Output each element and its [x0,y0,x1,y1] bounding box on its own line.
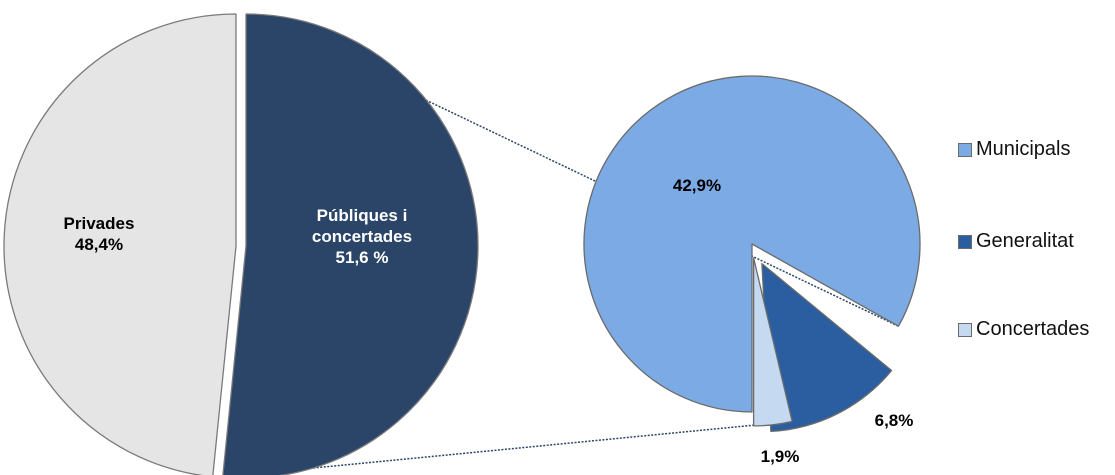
data-label-municipals: 42,9% [673,176,721,195]
data-label-publiques-i-concertades: Públiques i concertades 51,6 % [312,206,412,267]
pie-slice-concertades [752,257,793,427]
data-label-concertades: 1,9% [761,447,800,466]
data-label-publiques-i-concertades-line: Públiques i [317,206,408,225]
main-pie [3,13,479,475]
legend-item-generalitat: Generalitat [958,230,1074,253]
data-label-privades: Privades 48,4% [64,214,135,254]
pie-slice-generalitat [761,262,893,433]
data-label-privades-line: 48,4% [75,235,123,254]
data-label-publiques-i-concertades-line: concertades [312,227,412,246]
legend-swatch-municipals [958,142,972,157]
data-label-privades-line: Privades [64,214,135,233]
data-label-generalitat: 6,8% [875,411,914,430]
data-label-publiques-i-concertades-line: 51,6 % [336,248,389,267]
pie-slice-privades [3,13,237,475]
legend-label-generalitat: Generalitat [976,230,1074,252]
connector-line-bottom [233,420,793,475]
legend-item-municipals: Municipals [958,138,1070,161]
pie-slice-municipals [583,75,921,413]
legend-label-concertades: Concertades [976,318,1090,340]
detail-pie [583,75,921,433]
legend-swatch-concertades [958,322,972,337]
legend-swatch-generalitat [958,234,972,249]
slice-labels: Privades 48,4% Públiques i concertades 51,6 … [64,176,914,466]
legend-item-concertades: Concertades [958,318,1089,341]
pie-slice-publiques-i-concertades [222,13,479,475]
legend-label-municipals: Municipals [976,138,1071,160]
